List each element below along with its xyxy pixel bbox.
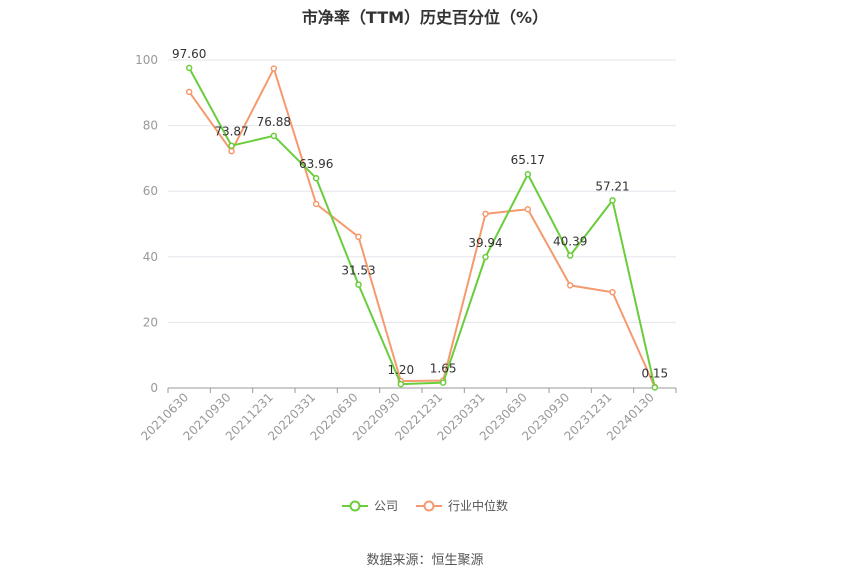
y-tick-label: 80 bbox=[143, 119, 158, 133]
data-point bbox=[312, 200, 320, 208]
data-labels: 97.60 73.87 76.88 63.96 31.53 1.20 1.65 39.94 65… bbox=[172, 47, 668, 381]
data-point bbox=[185, 88, 193, 96]
chart-title: 市净率（TTM）历史百分位（%） bbox=[301, 8, 549, 27]
data-point bbox=[524, 170, 532, 178]
data-point bbox=[355, 281, 362, 288]
series-line-1 bbox=[188, 67, 656, 388]
legend-label-company: 公司 bbox=[373, 499, 398, 513]
series bbox=[185, 64, 659, 391]
data-point bbox=[609, 197, 616, 204]
data-point bbox=[312, 174, 320, 182]
data-point bbox=[270, 65, 278, 72]
data-point bbox=[482, 253, 489, 261]
data-point bbox=[228, 147, 235, 155]
y-tick-label: 40 bbox=[143, 250, 158, 264]
data-label: 65.17 bbox=[511, 153, 545, 167]
data-point bbox=[397, 380, 405, 388]
data-point bbox=[524, 205, 532, 213]
data-point bbox=[566, 282, 574, 289]
data-label: 76.88 bbox=[257, 115, 291, 129]
legend-label-industry-median: 行业中位数 bbox=[448, 499, 509, 513]
data-source: 数据来源：恒生聚源 bbox=[366, 553, 484, 568]
data-point bbox=[228, 142, 235, 149]
legend-item-industry-median[interactable]: 行业中位数 bbox=[416, 497, 508, 514]
legend-item-company[interactable]: 公司 bbox=[341, 497, 398, 514]
y-tick-label: 20 bbox=[143, 315, 158, 329]
legend-industry-icon bbox=[416, 500, 442, 511]
y-tick-label: 100 bbox=[135, 53, 158, 67]
data-point bbox=[270, 132, 278, 140]
data-point bbox=[439, 379, 447, 386]
data-label: 39.94 bbox=[468, 236, 502, 250]
data-point bbox=[185, 64, 193, 72]
y-tick-label: 60 bbox=[143, 184, 158, 198]
data-label: 40.39 bbox=[553, 235, 587, 249]
y-tick-label: 0 bbox=[150, 381, 158, 395]
data-point bbox=[482, 210, 489, 218]
data-label: 73.87 bbox=[214, 125, 248, 139]
data-label: 63.96 bbox=[299, 157, 333, 171]
grid bbox=[168, 59, 676, 323]
series-line-0 bbox=[188, 67, 656, 388]
data-point bbox=[609, 288, 616, 296]
legend-company-icon bbox=[341, 500, 368, 511]
data-label: 97.60 bbox=[172, 47, 206, 61]
data-point bbox=[355, 233, 362, 241]
data-label: 0.15 bbox=[641, 367, 668, 381]
data-label: 1.20 bbox=[387, 363, 414, 377]
legend: 公司 行业中位数 bbox=[0, 497, 850, 514]
data-point bbox=[651, 384, 659, 391]
data-label: 1.65 bbox=[430, 362, 457, 376]
data-label: 31.53 bbox=[341, 264, 375, 278]
data-label: 57.21 bbox=[595, 179, 629, 193]
data-point bbox=[566, 252, 574, 259]
